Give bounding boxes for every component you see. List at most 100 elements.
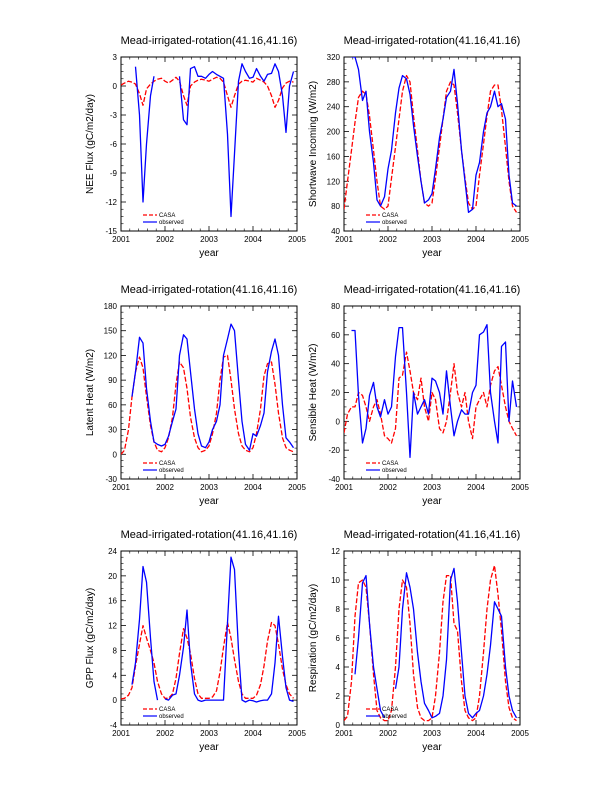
chart-title: Mead-irrigated-rotation(41.16,41.16): [344, 284, 521, 296]
x-tick-label: 2003: [200, 729, 218, 738]
y-tick-label: 200: [327, 128, 341, 137]
x-tick-label: 2003: [200, 483, 218, 492]
y-tick-label: 0: [113, 82, 118, 91]
y-tick-label: 6: [336, 634, 341, 643]
x-tick-label: 2004: [467, 235, 485, 244]
y-tick-label: -9: [110, 169, 118, 178]
x-tick-label: 2001: [335, 483, 353, 492]
y-tick-label: -20: [328, 446, 340, 455]
x-axis-label: year: [422, 248, 442, 259]
y-tick-label: 80: [331, 302, 340, 311]
y-tick-label: -4: [110, 721, 118, 730]
x-axis-label: year: [199, 496, 219, 507]
y-tick-label: 0: [113, 450, 118, 459]
y-tick-label: 12: [331, 547, 340, 556]
legend-label-casa: CASA: [382, 213, 398, 219]
legend-label-observed: observed: [382, 468, 407, 474]
y-tick-label: 3: [113, 53, 118, 62]
x-tick-label: 2004: [244, 483, 262, 492]
x-tick-label: 2002: [156, 483, 174, 492]
x-axis-label: year: [422, 496, 442, 507]
chart-panel-3: 2001 2002 2003 2004 2005 -30 0 30 60 90 120 150 180M…: [85, 284, 306, 507]
y-tick-label: 0: [336, 721, 341, 730]
y-tick-label: -30: [105, 475, 117, 484]
y-tick-label: 320: [327, 53, 341, 62]
x-tick-label: 2002: [156, 235, 174, 244]
y-tick-label: 8: [336, 605, 341, 614]
series-line-observed: [354, 567, 518, 719]
x-tick-label: 2001: [335, 235, 353, 244]
y-tick-label: -3: [110, 111, 118, 120]
y-axis-label: Respiration (gC/m2/day): [308, 584, 319, 692]
x-tick-label: 2001: [112, 483, 130, 492]
x-tick-label: 2002: [156, 729, 174, 738]
y-axis-label: Shortwave Incoming (W/m2): [308, 81, 319, 207]
x-tick-label: 2003: [423, 729, 441, 738]
x-tick-label: 2002: [379, 235, 397, 244]
x-tick-label: 2005: [511, 235, 529, 244]
y-tick-label: 160: [327, 152, 341, 161]
y-tick-label: 40: [331, 227, 340, 236]
x-tick-label: 2001: [335, 729, 353, 738]
x-axis-label: year: [199, 248, 219, 259]
y-axis-label: Sensible Heat (W/m2): [308, 344, 319, 442]
y-tick-label: 12: [108, 622, 117, 631]
series-line-observed: [351, 57, 517, 214]
plot-frame: [343, 56, 521, 232]
legend-label-casa: CASA: [159, 213, 175, 219]
y-tick-label: 120: [327, 177, 341, 186]
y-tick-label: -40: [328, 475, 340, 484]
y-tick-label: 0: [336, 417, 341, 426]
plot-frame: [120, 56, 298, 232]
x-axis-label: year: [422, 742, 442, 753]
x-tick-label: 2001: [112, 235, 130, 244]
y-axis-label: NEE Flux (gC/m2/day): [85, 94, 96, 194]
y-tick-label: 0: [113, 696, 118, 705]
x-tick-label: 2001: [112, 729, 130, 738]
x-tick-label: 2005: [288, 729, 306, 738]
legend-label-observed: observed: [159, 220, 184, 226]
y-tick-label: -15: [105, 227, 117, 236]
x-tick-label: 2003: [423, 483, 441, 492]
x-tick-label: 2005: [288, 235, 306, 244]
x-tick-label: 2003: [200, 235, 218, 244]
y-tick-label: -6: [110, 140, 118, 149]
y-tick-label: 10: [331, 576, 340, 585]
y-axis-label: GPP Flux (gC/m2/day): [85, 588, 96, 688]
legend-label-observed: observed: [159, 468, 184, 474]
y-tick-label: 40: [331, 360, 340, 369]
series-line-casa: [121, 76, 294, 108]
chart-panel-6: 2001 2002 2003 2004 2005 0 2 4 6 8 10 12 Mead-irriga…: [308, 529, 529, 753]
y-tick-label: 120: [104, 351, 118, 360]
legend-label-observed: observed: [382, 220, 407, 226]
y-tick-label: 16: [108, 597, 117, 606]
chart-title: Mead-irrigated-rotation(41.16,41.16): [121, 529, 298, 541]
y-tick-label: 280: [327, 78, 341, 87]
y-tick-label: 24: [108, 547, 117, 556]
legend-label-casa: CASA: [159, 707, 175, 713]
series-line-observed: [131, 323, 295, 451]
chart-title: Mead-irrigated-rotation(41.16,41.16): [121, 284, 298, 296]
series-line-casa: [344, 74, 518, 213]
legend-label-casa: CASA: [382, 707, 398, 713]
y-tick-label: -12: [105, 198, 117, 207]
y-tick-label: 4: [336, 663, 341, 672]
y-tick-label: 60: [108, 401, 117, 410]
y-axis-label: Latent Heat (W/m2): [85, 349, 96, 436]
y-tick-label: 8: [113, 646, 118, 655]
x-tick-label: 2005: [511, 729, 529, 738]
legend-label-casa: CASA: [382, 461, 398, 467]
x-tick-label: 2003: [423, 235, 441, 244]
y-tick-label: 30: [108, 426, 117, 435]
y-tick-label: 4: [113, 671, 118, 680]
y-tick-label: 180: [104, 302, 118, 311]
chart-panel-5: 2001 2002 2003 2004 2005 -4 0 4 8 12 16 20 24 Mead-ir…: [85, 529, 306, 753]
legend-label-casa: CASA: [159, 461, 175, 467]
y-tick-label: 240: [327, 103, 341, 112]
x-tick-label: 2004: [467, 483, 485, 492]
y-tick-label: 80: [331, 202, 340, 211]
chart-panel-4: 2001 2002 2003 2004 2005 -40 -20 0 20 40 60 80 Mead-…: [308, 284, 529, 507]
y-tick-label: 20: [108, 572, 117, 581]
series-line-observed: [131, 556, 294, 703]
